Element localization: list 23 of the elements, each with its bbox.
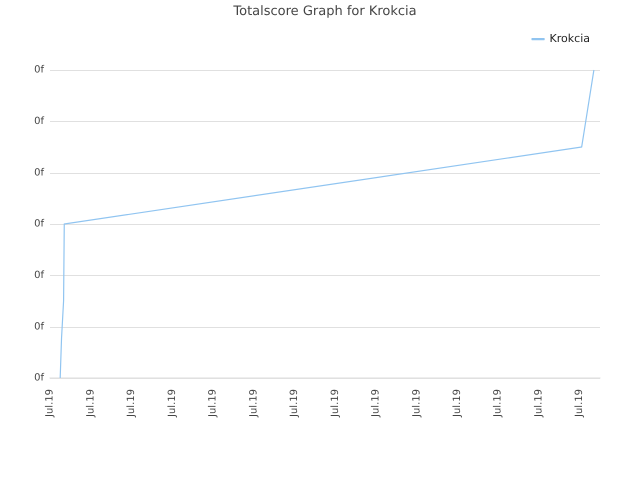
chart-title: Totalscore Graph for Krokcia: [232, 4, 417, 20]
x-tick-label: Jul.19: [85, 389, 96, 418]
x-tick-label: Jul.19: [166, 389, 178, 418]
x-tick-label: Jul.19: [44, 389, 56, 418]
x-tick-label: Jul.19: [574, 389, 586, 418]
x-tick-label: Jul.19: [492, 389, 504, 418]
x-tick-label: Jul.19: [411, 389, 422, 418]
text: 0f: [34, 64, 44, 76]
x-tick-label: Jul.19: [289, 389, 300, 418]
text: 0f: [34, 270, 44, 281]
text: 0f: [34, 321, 44, 332]
text: 0f: [34, 167, 44, 178]
x-tick-label: Jul.19: [330, 389, 341, 418]
x-tick-label: Jul.19: [208, 389, 219, 418]
legend-label: Krokcia: [550, 32, 590, 45]
x-tick-label: Jul.19: [533, 389, 544, 418]
x-tick-label: Jul.19: [248, 389, 260, 418]
x-tick-label: Jul.19: [370, 389, 382, 418]
text: 0f: [34, 218, 44, 230]
x-tick-label: Jul.19: [126, 389, 138, 418]
text: 0f: [34, 372, 44, 384]
x-tick-label: Jul.19: [452, 389, 463, 418]
text: 0f: [34, 116, 44, 127]
